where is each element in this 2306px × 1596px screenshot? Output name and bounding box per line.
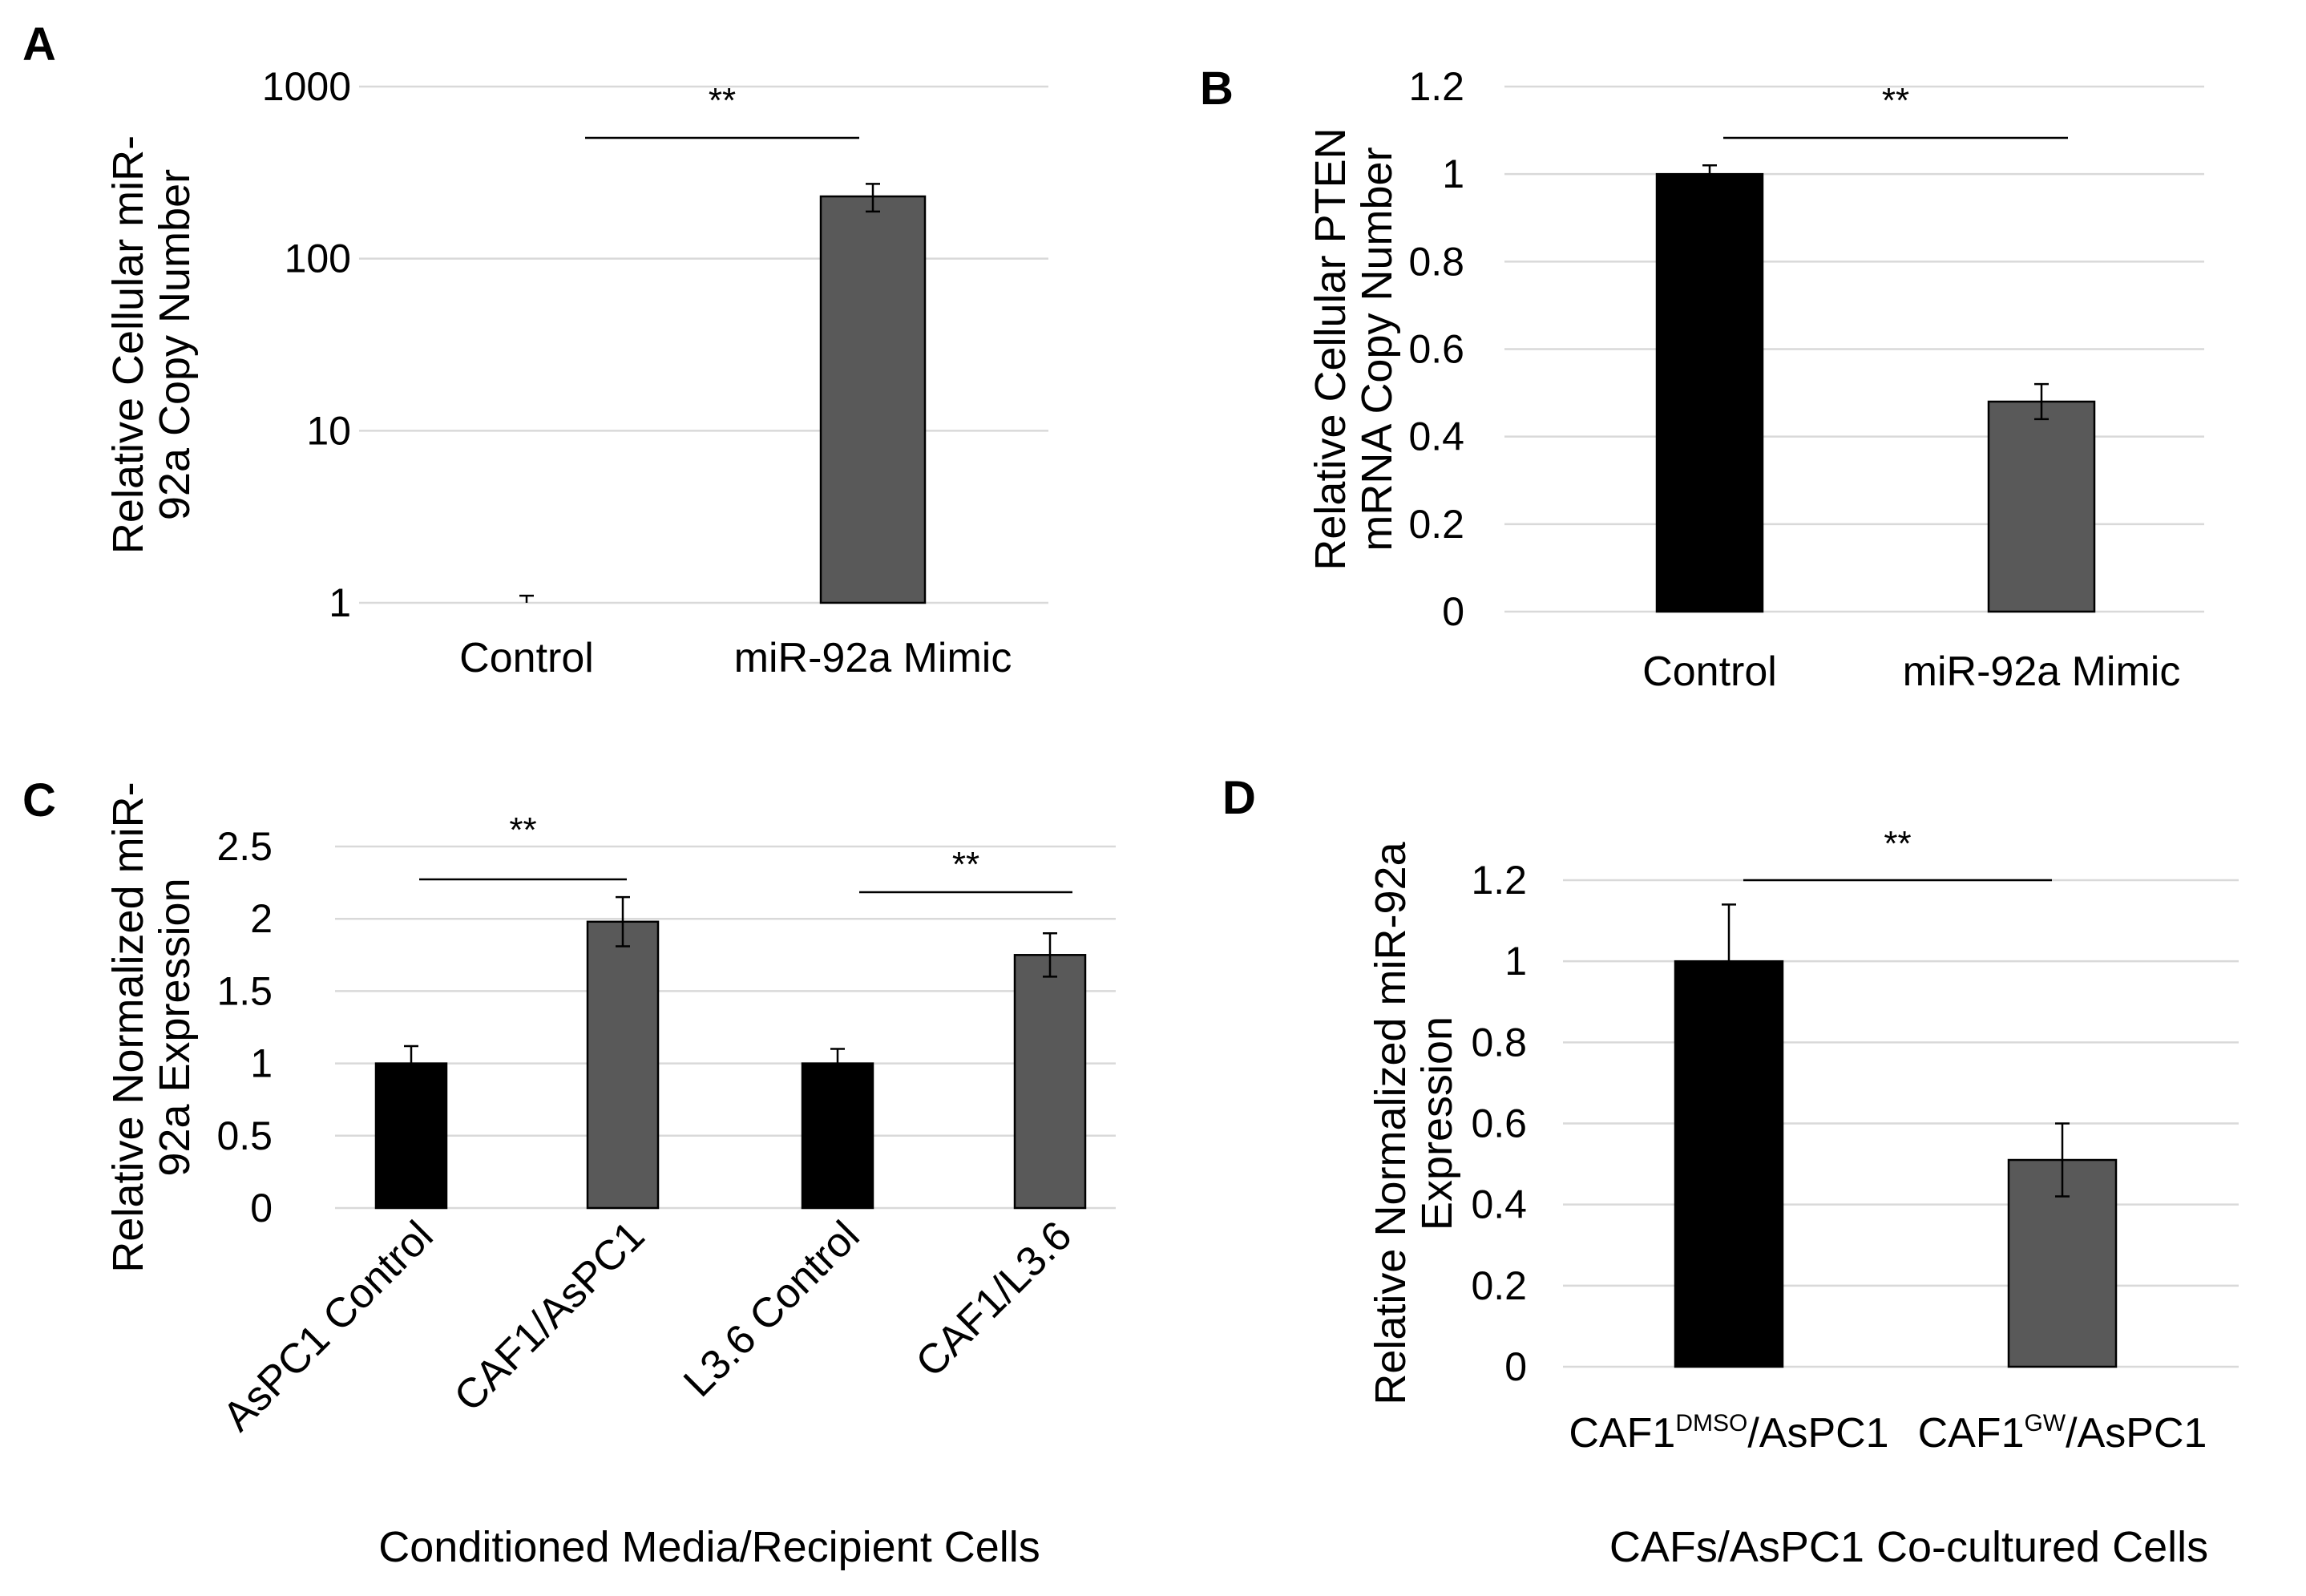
y-tick-label: 1 — [329, 580, 351, 625]
y-tick-label: 0.4 — [1471, 1182, 1527, 1227]
x-category-label: miR-92a Mimic — [734, 635, 1012, 681]
panel-letter: A — [22, 18, 56, 71]
bar — [374, 1062, 448, 1210]
y-tick-label: 1 — [1442, 152, 1464, 196]
y-tick-label: 1.5 — [216, 968, 273, 1013]
bar — [586, 920, 660, 1210]
y-tick-label: 1.2 — [1408, 64, 1464, 109]
y-tick-label: 0.2 — [1408, 502, 1464, 547]
x-category-label: Control — [1642, 649, 1777, 695]
bar — [1674, 960, 1784, 1368]
y-axis-title-line: Relative Normalized miR-92a — [1367, 841, 1415, 1404]
bar — [1013, 954, 1087, 1210]
y-tick-label: 0.8 — [1471, 1020, 1527, 1065]
y-tick-label: 1 — [1504, 939, 1527, 984]
y-axis-title-line: mRNA Copy Number — [1353, 147, 1401, 551]
category-superscript: DMSO — [1675, 1410, 1747, 1436]
y-tick-label: 0.6 — [1471, 1101, 1527, 1146]
significance-label: ** — [952, 845, 979, 884]
y-tick-label: 0 — [1504, 1344, 1527, 1389]
y-axis-title-line: Relative Normalized miR- — [104, 782, 152, 1272]
y-axis-title-line: 92a Copy Number — [151, 169, 199, 520]
panel-letter: D — [1222, 772, 1256, 824]
x-category-label: CAF1/AsPC1 — [446, 1212, 654, 1420]
y-tick-label: 1 — [250, 1041, 273, 1086]
significance-label: ** — [1882, 81, 1909, 120]
x-axis-title: CAFs/AsPC1 Co-cultured Cells — [1609, 1523, 2208, 1571]
x-category-label: CAF1DMSO/AsPC1 — [1569, 1410, 1888, 1457]
x-category-label: miR-92a Mimic — [1903, 649, 2181, 695]
y-tick-label: 2.5 — [216, 824, 273, 869]
significance-label: ** — [1884, 824, 1911, 863]
y-tick-label: 100 — [285, 236, 351, 281]
y-tick-label: 1.2 — [1471, 858, 1527, 903]
bar — [1987, 400, 2096, 613]
significance-label: ** — [509, 810, 536, 850]
y-tick-label: 0.4 — [1408, 414, 1464, 459]
x-category-label: CAF1/L3.6 — [907, 1212, 1081, 1386]
y-tick-label: 0.2 — [1471, 1263, 1527, 1308]
bar — [1655, 172, 1764, 613]
y-tick-label: 0 — [1442, 589, 1464, 634]
y-axis-title: Relative Cellular miR-92a Copy Number — [104, 135, 199, 554]
y-axis-title: Relative Normalized miR-92a Expression — [104, 782, 199, 1272]
bar — [819, 195, 927, 604]
x-category-label: Control — [459, 635, 594, 681]
y-axis-title: Relative Cellular PTENmRNA Copy Number — [1306, 127, 1401, 570]
panel-c: C 0 0.5 1 1.5 2 2.5 Relative Normalized miR-92a… — [22, 774, 1116, 1571]
x-category-label: L3.6 Control — [675, 1212, 868, 1405]
category-superscript: GW — [2024, 1410, 2066, 1436]
panel-letter: B — [1200, 63, 1234, 115]
y-tick-label: 10 — [306, 408, 351, 453]
y-tick-label: 0.8 — [1408, 239, 1464, 284]
y-axis-title-line: Relative Cellular miR- — [104, 135, 152, 554]
category-main: CAF1 — [1918, 1410, 2025, 1457]
bar — [801, 1062, 874, 1210]
x-category-label: AsPC1 Control — [214, 1212, 442, 1440]
y-tick-label: 0 — [250, 1186, 273, 1230]
panel-letter: C — [22, 774, 56, 826]
y-tick-label: 2 — [250, 896, 273, 941]
category-rest: /AsPC1 — [2066, 1410, 2207, 1457]
y-axis-title-line: Relative Cellular PTEN — [1306, 127, 1355, 570]
y-tick-label: 1000 — [262, 64, 351, 109]
y-axis-title: Relative Normalized miR-92aExpression — [1367, 841, 1461, 1404]
x-category-label: CAF1GW/AsPC1 — [1918, 1410, 2207, 1457]
x-axis-title: Conditioned Media/Recipient Cells — [378, 1523, 1040, 1571]
panel-a: A 1 10 100 1000 Relative Cellular miR-92a Cop… — [22, 18, 1048, 681]
category-main: CAF1 — [1569, 1410, 1675, 1457]
y-tick-label: 0.6 — [1408, 327, 1464, 372]
category-rest: /AsPC1 — [1747, 1410, 1888, 1457]
y-axis-title-line: Expression — [1413, 1016, 1461, 1230]
y-tick-label: 0.5 — [216, 1113, 273, 1158]
significance-label: ** — [709, 81, 736, 120]
y-axis-title-line: 92a Expression — [151, 878, 199, 1176]
